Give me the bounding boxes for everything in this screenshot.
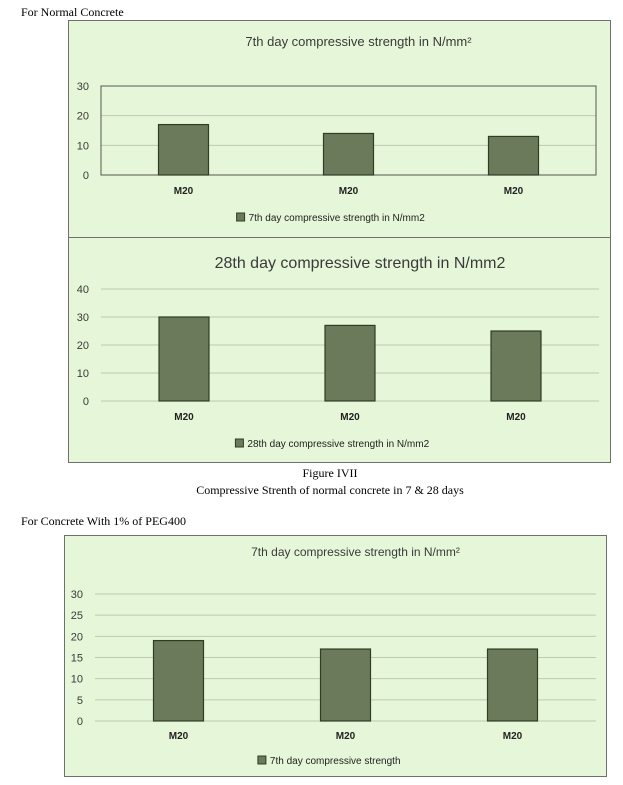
x-category-label: M20 [174, 412, 194, 423]
figure-caption-title: Figure IVII [302, 466, 358, 480]
x-category-label: M20 [503, 731, 523, 742]
chart-svg-28day-normal: 28th day compressive strength in N/mm2 0 1… [77, 255, 599, 450]
x-category-label: M20 [340, 412, 360, 423]
x-category-label: M20 [169, 731, 189, 742]
section-label-normal-concrete: For Normal Concrete [21, 5, 124, 19]
y-tick-label: 10 [77, 368, 89, 380]
x-category-label: M20 [504, 186, 524, 197]
bar [158, 316, 210, 402]
y-tick-label: 30 [77, 312, 89, 324]
x-category-label: M20 [506, 412, 526, 423]
x-category-label: M20 [174, 186, 194, 197]
chart-panel-7day-normal: 7th day compressive strength in N/mm² 0 10… [68, 20, 611, 238]
bar [322, 132, 375, 176]
y-tick-label: 30 [71, 589, 83, 601]
chart-svg-7day-normal: 7th day compressive strength in N/mm² 0 10… [77, 34, 597, 224]
legend-swatch [236, 212, 246, 222]
bar [324, 324, 376, 402]
chart-title: 28th day compressive strength in N/mm2 [215, 255, 506, 272]
y-tick-label: 0 [83, 396, 89, 408]
y-tick-label: 5 [77, 695, 83, 707]
chart-svg-7day-peg400: 7th day compressive strength in N/mm² 0 5 1… [71, 545, 596, 767]
y-tick-label: 25 [71, 610, 83, 622]
bar [319, 648, 372, 722]
y-tick-label: 20 [71, 631, 83, 643]
x-category-label: M20 [336, 731, 356, 742]
legend-swatch [234, 438, 244, 448]
bar [487, 135, 540, 176]
chart-panel-7day-peg400: 7th day compressive strength in N/mm² 0 5 1… [64, 535, 607, 777]
chart-title: 7th day compressive strength in N/mm² [251, 545, 460, 559]
y-tick-label: 0 [83, 170, 89, 182]
figure-caption-text: Compressive Strenth of normal concrete i… [196, 483, 464, 497]
chart-panel-28day-normal: 28th day compressive strength in N/mm2 0 1… [68, 237, 611, 463]
y-tick-label: 30 [77, 81, 89, 93]
y-tick-label: 10 [77, 140, 89, 152]
y-tick-label: 10 [71, 674, 83, 686]
y-tick-label: 20 [77, 340, 89, 352]
y-tick-label: 15 [71, 653, 83, 665]
x-category-label: M20 [339, 186, 359, 197]
legend-label: 7th day compressive strength [270, 756, 401, 767]
bar [152, 639, 205, 722]
legend-label: 28th day compressive strength in N/mm2 [247, 439, 429, 450]
legend-label: 7th day compressive strength in N/mm2 [249, 213, 426, 224]
bar [486, 648, 539, 722]
y-tick-label: 40 [77, 284, 89, 296]
chart-title: 7th day compressive strength in N/mm² [245, 34, 472, 49]
bar [157, 123, 210, 176]
y-tick-label: 20 [77, 111, 89, 123]
legend-swatch [257, 755, 267, 765]
bar [490, 330, 542, 402]
y-tick-label: 0 [77, 716, 83, 728]
section-label-peg400-concrete: For Concrete With 1% of PEG400 [21, 514, 186, 528]
